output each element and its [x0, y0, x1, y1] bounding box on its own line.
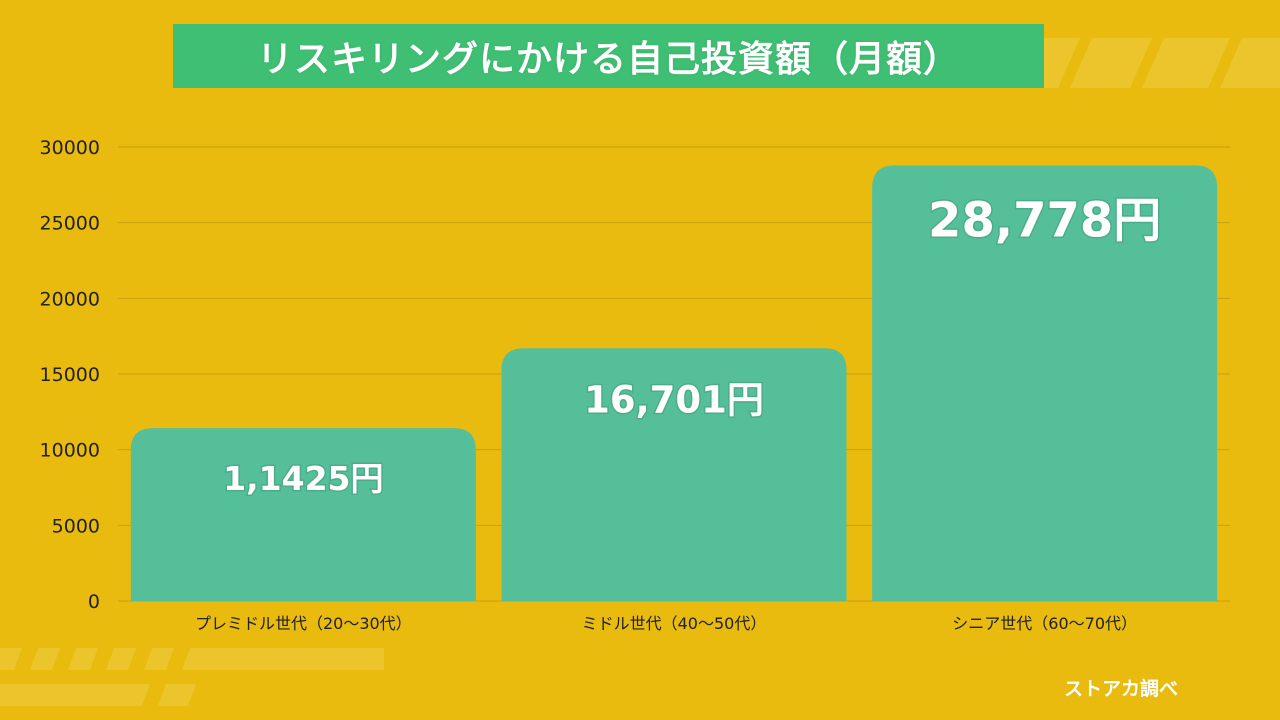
x-category-label: プレミドル世代（20〜30代）	[195, 614, 412, 633]
y-tick-label: 15000	[40, 364, 100, 386]
y-tick-label: 0	[88, 591, 100, 613]
title-banner: リスキリングにかける自己投資額（月額）	[173, 24, 1044, 88]
x-category-label: ミドル世代（40〜50代）	[582, 614, 767, 633]
chart-title: リスキリングにかける自己投資額（月額）	[256, 39, 960, 80]
bar	[130, 428, 476, 601]
bar-value-label: 16,701円	[584, 378, 764, 421]
bar	[872, 165, 1218, 602]
y-tick-label: 20000	[40, 288, 100, 310]
bar	[501, 348, 847, 601]
bar-value-label: 28,778円	[928, 192, 1161, 248]
source-note: ストアカ調べ	[1064, 678, 1179, 700]
y-tick-label: 5000	[52, 515, 100, 537]
y-tick-label: 25000	[40, 213, 100, 235]
bar-value-label: 1,1425円	[223, 459, 383, 498]
y-tick-label: 30000	[40, 137, 100, 159]
y-tick-label: 10000	[40, 440, 100, 462]
x-category-label: シニア世代（60〜70代）	[952, 614, 1137, 633]
